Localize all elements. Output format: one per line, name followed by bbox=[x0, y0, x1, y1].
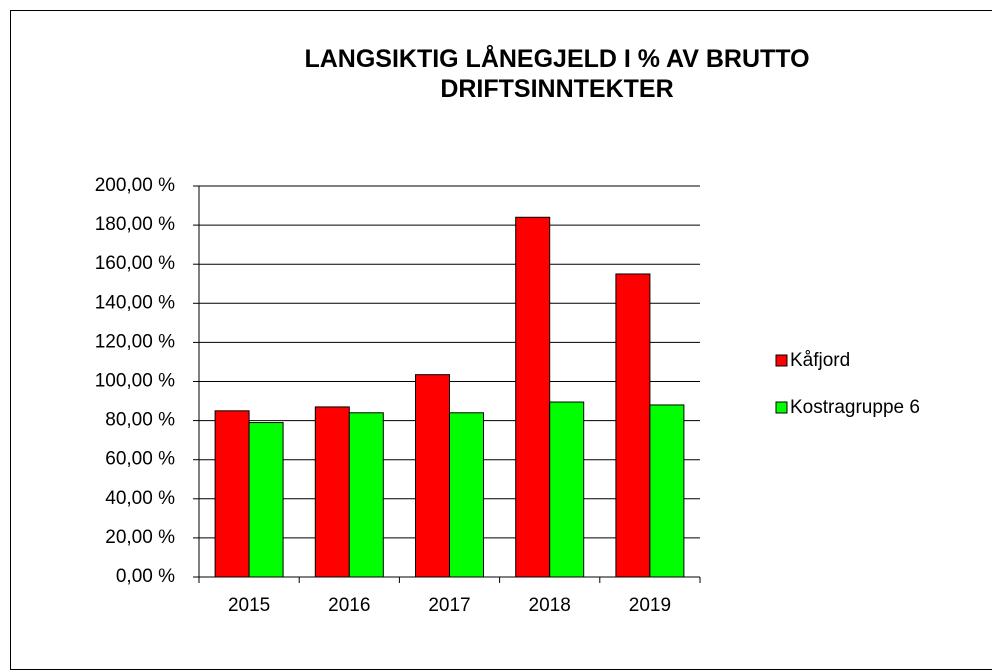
legend-label: Kåfjord bbox=[790, 350, 850, 371]
bar bbox=[515, 216, 551, 578]
bar bbox=[314, 406, 350, 578]
y-tick-label: 180,00 % bbox=[95, 214, 175, 235]
y-tick-label: 100,00 % bbox=[95, 371, 175, 392]
y-tick-label: 200,00 % bbox=[95, 175, 175, 196]
chart: 0,00 % 20,00 % 40,00 % 60,00 % 80,00 % 100,00… bbox=[95, 175, 920, 616]
y-tick-label: 160,00 % bbox=[95, 253, 175, 274]
legend-swatch bbox=[775, 401, 788, 414]
bar bbox=[649, 404, 685, 578]
y-tick-label: 80,00 % bbox=[105, 410, 175, 431]
chart-title: LANGSIKTIG LÅNEGJELD I % AV BRUTTO DRIFT… bbox=[304, 45, 810, 103]
bar bbox=[348, 412, 384, 578]
x-tick-label: 2018 bbox=[529, 595, 571, 616]
bar bbox=[615, 273, 651, 578]
x-tick-label: 2019 bbox=[629, 595, 671, 616]
y-tick-label: 0,00 % bbox=[116, 566, 175, 587]
bar bbox=[415, 374, 450, 578]
y-tick-label: 60,00 % bbox=[105, 449, 175, 470]
bar bbox=[248, 422, 284, 578]
bar bbox=[449, 412, 484, 578]
y-tick-label: 40,00 % bbox=[105, 488, 175, 509]
x-tick-label: 2017 bbox=[428, 595, 470, 616]
legend-label: Kostragruppe 6 bbox=[790, 397, 920, 418]
x-tick-label: 2016 bbox=[328, 595, 370, 616]
x-tick-label: 2015 bbox=[228, 595, 270, 616]
bar bbox=[549, 401, 585, 578]
y-tick-label: 20,00 % bbox=[105, 527, 175, 548]
y-tick-label: 120,00 % bbox=[95, 331, 175, 352]
legend-swatch bbox=[775, 354, 788, 367]
bar bbox=[214, 410, 250, 578]
y-tick-label: 140,00 % bbox=[95, 292, 175, 313]
